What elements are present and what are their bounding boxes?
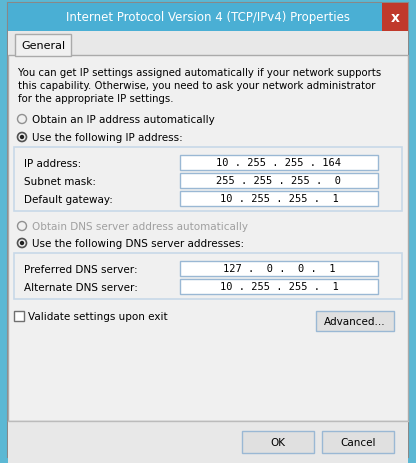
- Bar: [15, 35, 71, 57]
- Text: Subnet mask:: Subnet mask:: [24, 176, 96, 187]
- Text: Validate settings upon exit: Validate settings upon exit: [28, 311, 168, 321]
- Text: this capability. Otherwise, you need to ask your network administrator: this capability. Otherwise, you need to …: [18, 81, 375, 91]
- Circle shape: [20, 136, 24, 140]
- Text: x: x: [391, 11, 399, 25]
- Bar: [316, 311, 394, 332]
- Bar: [8, 4, 408, 32]
- Bar: [242, 431, 314, 453]
- Bar: [180, 156, 378, 171]
- Text: Internet Protocol Version 4 (TCP/IPv4) Properties: Internet Protocol Version 4 (TCP/IPv4) P…: [66, 12, 350, 25]
- Bar: [180, 192, 378, 206]
- Bar: [8, 32, 408, 58]
- Text: Cancel: Cancel: [340, 437, 376, 447]
- Bar: [180, 174, 378, 188]
- Text: Advanced...: Advanced...: [324, 316, 386, 326]
- Circle shape: [20, 241, 24, 246]
- Text: Obtain an IP address automatically: Obtain an IP address automatically: [32, 115, 215, 125]
- Text: You can get IP settings assigned automatically if your network supports: You can get IP settings assigned automat…: [18, 68, 381, 78]
- Text: 127 .  0 .  0 .  1: 127 . 0 . 0 . 1: [223, 264, 335, 274]
- Text: Obtain DNS server address automatically: Obtain DNS server address automatically: [32, 221, 248, 232]
- Text: Use the following IP address:: Use the following IP address:: [32, 133, 183, 143]
- Bar: [14, 311, 24, 321]
- Text: for the appropriate IP settings.: for the appropriate IP settings.: [18, 94, 173, 104]
- Text: OK: OK: [270, 437, 285, 447]
- Bar: [382, 4, 408, 32]
- Text: 10 . 255 . 255 .  1: 10 . 255 . 255 . 1: [220, 194, 338, 204]
- Bar: [8, 421, 408, 463]
- Text: IP address:: IP address:: [24, 159, 81, 169]
- Bar: [180, 279, 378, 294]
- Text: General: General: [21, 41, 65, 51]
- Bar: [14, 148, 402, 212]
- Bar: [8, 56, 408, 421]
- Bar: [14, 253, 402, 300]
- Text: Alternate DNS server:: Alternate DNS server:: [24, 282, 138, 292]
- Text: Preferred DNS server:: Preferred DNS server:: [24, 264, 138, 275]
- Text: 255 . 255 . 255 .  0: 255 . 255 . 255 . 0: [216, 176, 342, 186]
- Bar: [322, 431, 394, 453]
- Text: Use the following DNS server addresses:: Use the following DNS server addresses:: [32, 238, 244, 249]
- Text: 10 . 255 . 255 . 164: 10 . 255 . 255 . 164: [216, 158, 342, 168]
- Bar: [180, 262, 378, 276]
- Text: 10 . 255 . 255 .  1: 10 . 255 . 255 . 1: [220, 282, 338, 292]
- Text: Default gateway:: Default gateway:: [24, 194, 113, 205]
